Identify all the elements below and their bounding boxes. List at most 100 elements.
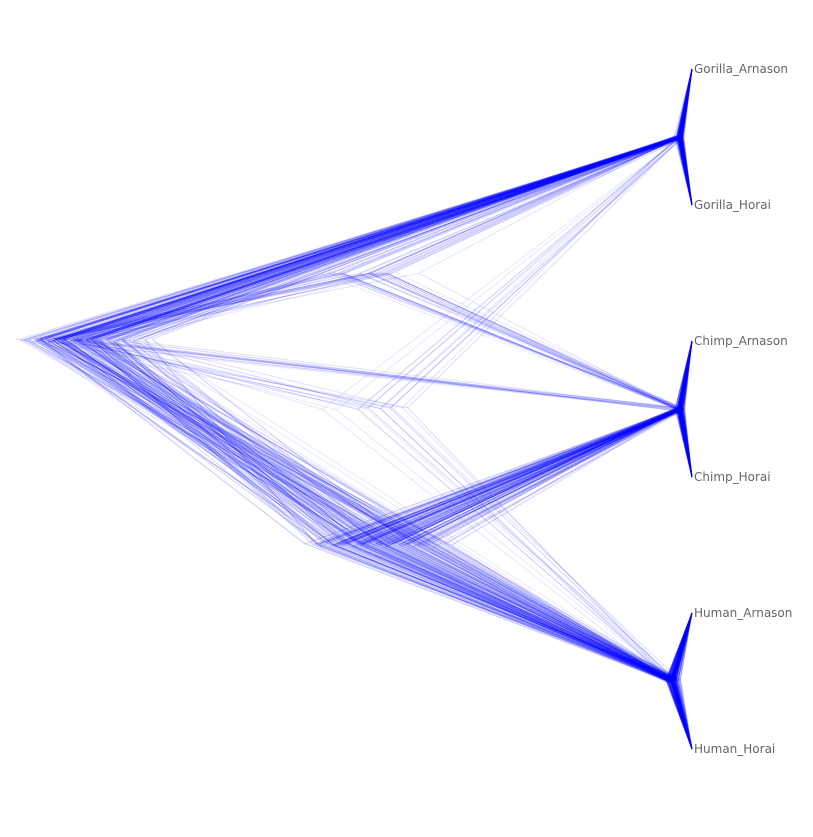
tree-edge	[679, 340, 693, 409]
tree-edge	[321, 138, 680, 410]
tree-edge	[680, 138, 693, 206]
tree-edge	[132, 341, 359, 543]
tree-edge	[676, 68, 693, 136]
tree-edge	[33, 340, 361, 542]
tree-edge	[347, 542, 673, 683]
tree-edge	[672, 612, 693, 681]
tree-edge	[679, 408, 693, 478]
tree-edge	[59, 338, 675, 680]
tree-edge	[678, 410, 693, 478]
tree-edge	[684, 340, 693, 409]
tree-edge	[374, 544, 677, 682]
tree-edge	[679, 68, 693, 137]
tree-edge	[681, 68, 693, 138]
tree-edge	[333, 136, 681, 273]
tree-edge	[678, 68, 693, 138]
tree-edge	[325, 406, 683, 543]
tree-edge	[674, 680, 693, 750]
tree-edge	[678, 137, 693, 206]
tree-edge	[673, 612, 693, 683]
tree-edge	[63, 338, 384, 545]
tree-edge	[404, 544, 681, 682]
tree-edge	[33, 138, 677, 341]
tree-edge	[362, 408, 678, 545]
tree-edge	[312, 544, 674, 680]
tree-edge	[678, 68, 693, 136]
tree-edge	[403, 408, 679, 543]
tree-edge	[76, 136, 680, 340]
tree-edge	[677, 137, 693, 206]
tree-edge	[668, 612, 693, 682]
tree-edge	[73, 338, 685, 409]
tree-edge	[432, 546, 673, 681]
tree-edge	[682, 340, 693, 410]
tree-edge	[670, 678, 693, 750]
tree-edge	[432, 407, 678, 545]
tree-edge	[667, 612, 693, 683]
tree-edge	[679, 409, 693, 478]
tree-edge	[677, 68, 693, 137]
tree-edge	[671, 679, 693, 750]
tree-edge	[380, 136, 682, 274]
tree-edge	[677, 68, 693, 136]
tree-edge	[671, 676, 693, 750]
tree-edge	[677, 68, 693, 138]
tree-edge	[678, 340, 693, 410]
tree-edge	[671, 680, 693, 750]
tree-edge	[681, 407, 693, 478]
tree-edge	[61, 136, 679, 342]
tree-edge	[665, 679, 693, 750]
tree-set	[15, 68, 693, 750]
tree-edge	[680, 409, 693, 478]
tree-edge	[673, 612, 693, 679]
tree-edge	[92, 138, 678, 340]
tree-edge	[40, 137, 684, 340]
tree-edge	[680, 409, 693, 478]
tree-edge	[676, 407, 693, 478]
tree-edge	[668, 678, 693, 750]
tree-edge	[680, 612, 693, 680]
tree-edge	[676, 68, 693, 139]
tree-edge	[679, 136, 693, 206]
tree-edge	[675, 677, 693, 750]
tree-edge	[679, 410, 693, 478]
tree-edge	[90, 338, 314, 545]
tree-edge	[678, 137, 693, 206]
tree-edge	[671, 682, 693, 750]
tree-edge	[672, 677, 693, 750]
tree-edge	[337, 544, 678, 679]
tree-edge	[65, 339, 361, 546]
tree-edge	[445, 543, 676, 680]
tree-edge	[680, 407, 693, 478]
tree-edge	[678, 68, 693, 139]
tree-edge	[682, 406, 693, 478]
tree-edge	[359, 408, 681, 547]
tree-edge	[672, 682, 693, 750]
tree-edge	[675, 612, 693, 678]
tree-edge	[61, 339, 400, 547]
tree-edge	[680, 137, 693, 206]
tree-edge	[85, 273, 390, 340]
tree-edge	[678, 68, 693, 138]
tree-edge	[58, 338, 364, 548]
tree-edge	[670, 681, 693, 750]
tree-edge	[680, 68, 693, 137]
tree-edge	[678, 407, 693, 478]
tree-edge	[680, 340, 693, 409]
tree-edge	[678, 138, 693, 206]
tree-edge	[43, 272, 343, 342]
tree-edge	[360, 407, 678, 545]
tree-edge	[680, 406, 693, 478]
tree-edge	[56, 135, 682, 341]
tree-edge	[678, 340, 693, 407]
tree-edge	[678, 408, 693, 478]
tree-edge	[670, 680, 693, 750]
tree-edge	[391, 406, 677, 678]
tree-edge	[680, 136, 693, 206]
tree-edge	[24, 339, 400, 545]
tree-edge	[677, 410, 693, 478]
tree-edge	[680, 136, 693, 206]
tree-edge	[678, 138, 693, 206]
tree-edge	[676, 340, 693, 409]
tree-edge	[324, 544, 669, 680]
